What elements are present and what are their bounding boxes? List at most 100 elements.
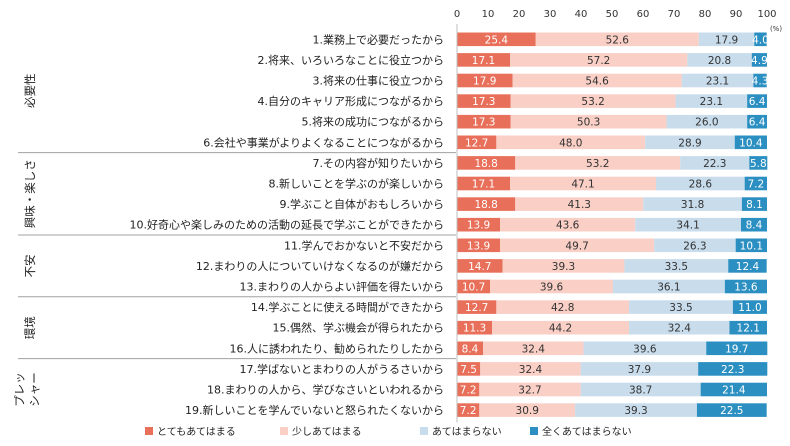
data-label: 22.3 bbox=[703, 158, 726, 170]
category-label: 3.将来の仕事に役立つから bbox=[313, 74, 445, 88]
bar-segment bbox=[457, 259, 503, 273]
bar-segment bbox=[747, 114, 767, 129]
data-label: 4.0 bbox=[752, 34, 769, 46]
bar-segment bbox=[629, 320, 730, 335]
data-label: 10.4 bbox=[739, 137, 763, 149]
bar-segment bbox=[457, 403, 480, 417]
group-label: 環境 bbox=[23, 316, 37, 339]
data-label: 32.4 bbox=[522, 343, 546, 355]
x-tick-label: 60 bbox=[637, 9, 650, 20]
data-label: 21.4 bbox=[722, 385, 746, 397]
bar-segment bbox=[457, 238, 501, 253]
data-label: 17.1 bbox=[472, 179, 495, 191]
data-label: 8.4 bbox=[462, 343, 479, 355]
data-label: 39.3 bbox=[552, 261, 575, 273]
legend-swatch bbox=[145, 427, 153, 435]
bar-segment bbox=[706, 341, 768, 356]
bar-segment bbox=[734, 135, 767, 150]
data-label: 38.7 bbox=[629, 385, 652, 397]
bar-segment bbox=[696, 403, 767, 417]
data-label: 17.1 bbox=[472, 55, 495, 67]
bar-segment bbox=[502, 259, 625, 273]
data-label: 17.3 bbox=[472, 117, 495, 129]
data-label: 23.1 bbox=[706, 76, 729, 88]
data-label: 11.0 bbox=[738, 302, 761, 314]
bar-segment bbox=[754, 32, 767, 47]
category-label: 15.偶然、学ぶ機会が得られたから bbox=[273, 321, 445, 335]
bar-segment bbox=[510, 53, 688, 67]
data-label: 13.9 bbox=[467, 240, 490, 252]
data-label: 49.7 bbox=[565, 240, 588, 252]
data-label: 53.2 bbox=[586, 158, 609, 170]
group-label: 興味・楽しさ bbox=[23, 159, 37, 228]
data-label: 8.4 bbox=[746, 220, 763, 232]
data-label: 7.5 bbox=[460, 364, 477, 376]
bar-segment bbox=[490, 279, 613, 294]
bar-segment bbox=[583, 341, 707, 356]
x-tick-label: 30 bbox=[544, 9, 557, 20]
category-label: 1.業務上で必要だったから bbox=[313, 32, 445, 46]
category-label: 11.学んでおかないと不安だから bbox=[284, 238, 444, 252]
data-label: 39.3 bbox=[624, 405, 647, 417]
data-label: 7.2 bbox=[460, 405, 477, 417]
data-label: 17.3 bbox=[472, 96, 495, 108]
x-tick-label: 80 bbox=[699, 9, 712, 20]
bar-segment bbox=[612, 279, 725, 294]
legend-swatch bbox=[530, 427, 538, 435]
data-label: 41.3 bbox=[568, 199, 591, 211]
bar-segment bbox=[687, 53, 752, 67]
data-label: 22.3 bbox=[721, 364, 744, 376]
bar-segment bbox=[500, 238, 655, 253]
legend-label: 全くあてはまらない bbox=[542, 425, 632, 438]
data-label: 10.1 bbox=[740, 240, 763, 252]
data-label: 48.0 bbox=[559, 137, 582, 149]
legend-swatch bbox=[280, 427, 288, 435]
data-label: 13.9 bbox=[467, 220, 490, 232]
bar-segment bbox=[457, 53, 511, 67]
bar-segment bbox=[729, 320, 767, 335]
bar-segment bbox=[457, 32, 536, 47]
data-label: 25.4 bbox=[485, 34, 509, 46]
bar-segment bbox=[645, 135, 735, 150]
category-label: 4.自分のキャリア形成につながるから bbox=[258, 94, 445, 108]
data-label: 32.4 bbox=[668, 323, 692, 335]
bar-segment bbox=[747, 94, 767, 108]
bar-segment bbox=[728, 259, 767, 273]
bar-segment bbox=[580, 362, 699, 376]
bar-segment bbox=[698, 32, 755, 47]
x-tick-label: 0 bbox=[454, 9, 460, 20]
data-label: 13.6 bbox=[734, 282, 758, 294]
bar-segment bbox=[732, 300, 767, 314]
data-label: 57.2 bbox=[587, 55, 610, 67]
data-label: 34.1 bbox=[676, 220, 699, 232]
data-label: 44.2 bbox=[549, 323, 572, 335]
bar-segment bbox=[479, 382, 581, 397]
data-label: 23.1 bbox=[700, 96, 723, 108]
bar-segment bbox=[643, 197, 742, 211]
x-tick-label: 10 bbox=[482, 9, 495, 20]
category-label: 18.まわりの人から、学びなさいといわれるから bbox=[207, 383, 444, 397]
data-label: 14.7 bbox=[468, 261, 491, 273]
bar-segment bbox=[479, 403, 576, 417]
data-label: 52.6 bbox=[606, 34, 630, 46]
unit-label: (%) bbox=[770, 25, 782, 33]
x-tick-label: 20 bbox=[513, 9, 526, 20]
bar-segment bbox=[624, 259, 729, 273]
bar-segment bbox=[666, 114, 748, 129]
data-label: 43.6 bbox=[556, 220, 580, 232]
bar-segment bbox=[457, 300, 497, 314]
legend-label: 少しあてはまる bbox=[292, 426, 362, 438]
bar-segment bbox=[753, 73, 767, 88]
data-label: 6.4 bbox=[749, 96, 766, 108]
bar-segment bbox=[457, 135, 497, 150]
bar-segment bbox=[457, 362, 481, 376]
x-tick-label: 70 bbox=[668, 9, 681, 20]
category-label: 13.まわりの人からよい評価を得たいから bbox=[240, 280, 445, 294]
bar-segment bbox=[680, 156, 750, 170]
data-label: 37.9 bbox=[628, 364, 651, 376]
data-label: 12.1 bbox=[737, 323, 760, 335]
data-label: 8.1 bbox=[746, 199, 763, 211]
data-label: 50.3 bbox=[577, 117, 600, 129]
bar-segment bbox=[681, 73, 754, 88]
